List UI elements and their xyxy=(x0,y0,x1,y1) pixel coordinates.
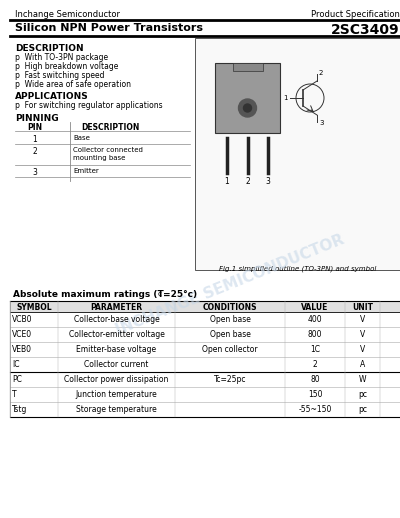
Text: W: W xyxy=(359,375,366,384)
Text: 1C: 1C xyxy=(310,345,320,354)
Text: VALUE: VALUE xyxy=(301,303,329,312)
Text: 2: 2 xyxy=(319,70,323,76)
Circle shape xyxy=(244,104,252,112)
Text: Collector connected: Collector connected xyxy=(73,147,143,153)
Text: Product Specification: Product Specification xyxy=(311,10,400,19)
Text: p  Wide area of safe operation: p Wide area of safe operation xyxy=(15,80,131,89)
Text: VCB0: VCB0 xyxy=(12,315,32,324)
Text: SYMBOL: SYMBOL xyxy=(16,303,52,312)
Text: 2: 2 xyxy=(245,177,250,186)
Text: A: A xyxy=(360,360,365,369)
Text: 150: 150 xyxy=(308,390,322,399)
Bar xyxy=(232,63,262,71)
Text: VEB0: VEB0 xyxy=(12,345,32,354)
Text: PIN: PIN xyxy=(28,123,42,132)
Text: UNIT: UNIT xyxy=(352,303,373,312)
Text: Tc=25pc: Tc=25pc xyxy=(214,375,246,384)
Circle shape xyxy=(238,99,256,117)
Text: 1: 1 xyxy=(284,95,288,101)
Text: Tstg: Tstg xyxy=(12,405,27,414)
Text: Collector power dissipation: Collector power dissipation xyxy=(64,375,169,384)
Text: PC: PC xyxy=(12,375,22,384)
Text: Open collector: Open collector xyxy=(202,345,258,354)
Text: 2: 2 xyxy=(33,147,37,156)
Text: Open base: Open base xyxy=(210,315,250,324)
Text: Base: Base xyxy=(73,135,90,141)
Text: Inchange Semiconductor: Inchange Semiconductor xyxy=(15,10,120,19)
Bar xyxy=(10,301,400,312)
Text: pc: pc xyxy=(358,405,367,414)
Text: 800: 800 xyxy=(308,330,322,339)
Text: Junction temperature: Junction temperature xyxy=(76,390,157,399)
Bar xyxy=(215,63,280,133)
Text: Emitter-base voltage: Emitter-base voltage xyxy=(76,345,156,354)
Text: 3: 3 xyxy=(32,168,38,177)
Text: Absolute maximum ratings (T: Absolute maximum ratings (T xyxy=(13,290,164,299)
Text: =25°c): =25°c) xyxy=(163,290,197,299)
Text: c: c xyxy=(158,291,162,297)
Text: -55~150: -55~150 xyxy=(298,405,332,414)
Text: 1: 1 xyxy=(33,135,37,144)
Text: Emitter: Emitter xyxy=(73,168,99,174)
Text: Storage temperature: Storage temperature xyxy=(76,405,157,414)
Text: p  Fast switching speed: p Fast switching speed xyxy=(15,71,104,80)
Text: Silicon NPN Power Transistors: Silicon NPN Power Transistors xyxy=(15,23,203,33)
Text: PINNING: PINNING xyxy=(15,114,59,123)
Text: 1: 1 xyxy=(225,177,229,186)
Text: DESCRIPTION: DESCRIPTION xyxy=(81,123,139,132)
Text: DESCRIPTION: DESCRIPTION xyxy=(15,44,84,53)
Text: 80: 80 xyxy=(310,375,320,384)
Text: PARAMETER: PARAMETER xyxy=(90,303,142,312)
Text: Collector-base voltage: Collector-base voltage xyxy=(74,315,159,324)
Text: Collector-emitter voltage: Collector-emitter voltage xyxy=(68,330,164,339)
Text: mounting base: mounting base xyxy=(73,155,125,161)
Text: 2: 2 xyxy=(313,360,317,369)
Text: CONDITIONS: CONDITIONS xyxy=(203,303,257,312)
Text: V: V xyxy=(360,330,365,339)
Text: 400: 400 xyxy=(308,315,322,324)
Text: p  High breakdown voltage: p High breakdown voltage xyxy=(15,62,118,71)
Text: IC: IC xyxy=(12,360,20,369)
Bar xyxy=(195,38,400,270)
Text: 3: 3 xyxy=(266,177,270,186)
Text: 3: 3 xyxy=(319,120,324,126)
Text: Fig.1 simplified outline (TO-3PN) and symbol: Fig.1 simplified outline (TO-3PN) and sy… xyxy=(219,265,376,271)
Text: p  With TO-3PN package: p With TO-3PN package xyxy=(15,53,108,62)
Text: T: T xyxy=(12,390,17,399)
Text: VCE0: VCE0 xyxy=(12,330,32,339)
Text: APPLICATIONS: APPLICATIONS xyxy=(15,92,89,101)
Text: 2SC3409: 2SC3409 xyxy=(331,23,400,37)
Text: V: V xyxy=(360,345,365,354)
Text: Open base: Open base xyxy=(210,330,250,339)
Text: pc: pc xyxy=(358,390,367,399)
Text: Collector current: Collector current xyxy=(84,360,149,369)
Text: INCHANGE SEMICONDUCTOR: INCHANGE SEMICONDUCTOR xyxy=(114,232,346,338)
Text: p  For switching regulator applications: p For switching regulator applications xyxy=(15,101,163,110)
Text: V: V xyxy=(360,315,365,324)
